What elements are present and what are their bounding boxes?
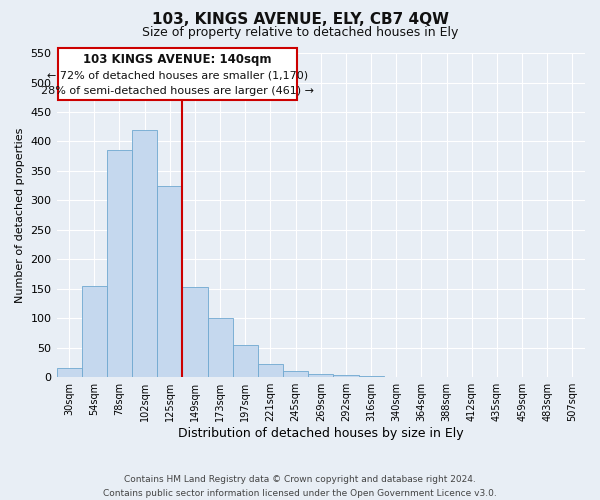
- Bar: [359, 376, 383, 377]
- Bar: [132, 130, 157, 377]
- FancyBboxPatch shape: [58, 48, 297, 100]
- X-axis label: Distribution of detached houses by size in Ely: Distribution of detached houses by size …: [178, 427, 464, 440]
- Text: Contains HM Land Registry data © Crown copyright and database right 2024.
Contai: Contains HM Land Registry data © Crown c…: [103, 476, 497, 498]
- Bar: [233, 345, 258, 377]
- Text: ← 72% of detached houses are smaller (1,170): ← 72% of detached houses are smaller (1,…: [47, 70, 308, 81]
- Bar: [208, 318, 233, 377]
- Bar: [182, 287, 208, 377]
- Bar: [409, 376, 434, 377]
- Bar: [56, 368, 82, 377]
- Bar: [82, 286, 107, 377]
- Bar: [308, 374, 334, 377]
- Bar: [107, 150, 132, 377]
- Bar: [383, 376, 409, 377]
- Bar: [334, 376, 359, 377]
- Bar: [258, 364, 283, 377]
- Bar: [283, 372, 308, 377]
- Text: 103, KINGS AVENUE, ELY, CB7 4QW: 103, KINGS AVENUE, ELY, CB7 4QW: [151, 12, 449, 28]
- Text: Size of property relative to detached houses in Ely: Size of property relative to detached ho…: [142, 26, 458, 39]
- Bar: [560, 376, 585, 377]
- Text: 28% of semi-detached houses are larger (461) →: 28% of semi-detached houses are larger (…: [41, 86, 314, 96]
- Bar: [509, 376, 535, 377]
- Text: 103 KINGS AVENUE: 140sqm: 103 KINGS AVENUE: 140sqm: [83, 54, 272, 66]
- Y-axis label: Number of detached properties: Number of detached properties: [15, 128, 25, 303]
- Bar: [434, 376, 459, 377]
- Bar: [157, 186, 182, 377]
